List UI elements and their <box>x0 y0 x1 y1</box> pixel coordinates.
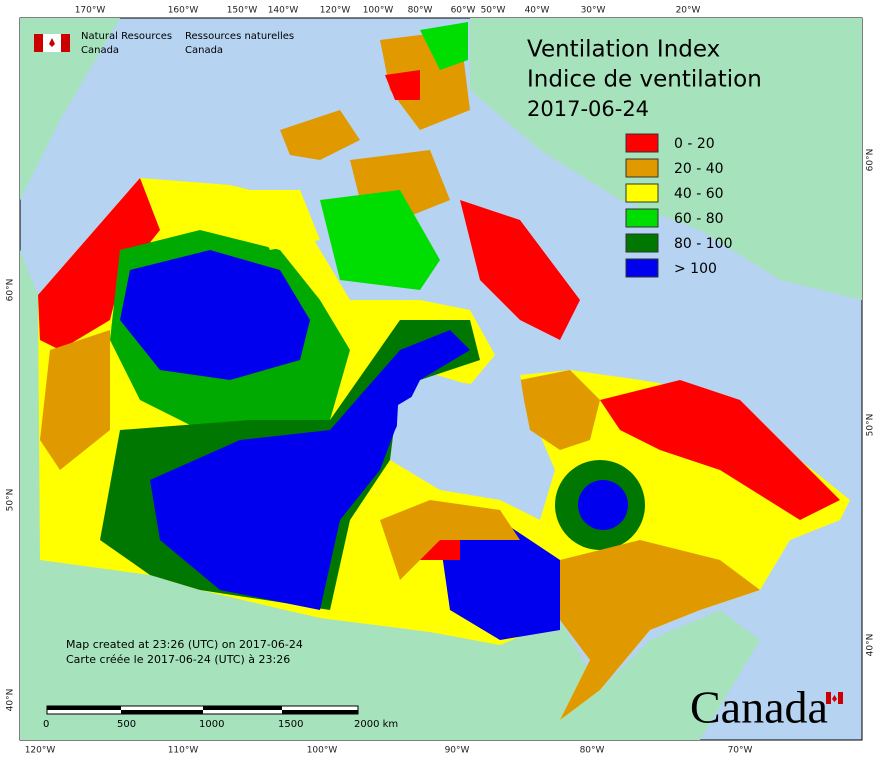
scale-segment <box>282 710 358 714</box>
title: Ventilation Index <box>527 37 720 63</box>
land <box>20 18 120 200</box>
region <box>150 330 470 610</box>
scale-label: 1500 <box>278 719 303 730</box>
legend-label: 60 - 80 <box>674 211 724 227</box>
land <box>20 250 760 740</box>
longitude-label: 80°W <box>408 6 433 16</box>
longitude-label: 100°W <box>363 6 394 16</box>
agency-name: Canada <box>185 45 223 56</box>
scale-label: 500 <box>117 719 136 730</box>
agency-name: Natural Resources <box>81 31 172 42</box>
latitude-label: 40°N <box>866 634 876 657</box>
longitude-label: 50°W <box>481 6 506 16</box>
canada-index <box>38 178 850 720</box>
legend-swatch <box>625 158 659 178</box>
flag-leaf <box>832 695 837 702</box>
arctic-islands <box>240 22 580 340</box>
legend-label: 40 - 60 <box>674 186 724 202</box>
legend-swatch <box>625 183 659 203</box>
land <box>470 18 862 300</box>
island <box>320 190 440 290</box>
region <box>520 370 600 450</box>
region <box>600 380 840 520</box>
wordmark: Canada <box>690 682 828 733</box>
region <box>380 500 520 580</box>
longitude-label: 150°W <box>227 6 258 16</box>
legend-label: 20 - 40 <box>674 161 724 177</box>
credit: Map created at 23:26 (UTC) on 2017-06-24 <box>66 638 303 651</box>
title-date: 2017-06-24 <box>527 97 649 121</box>
flag-bar <box>61 34 70 52</box>
title: Indice de ventilation <box>527 67 762 93</box>
longitude-label: 70°W <box>728 746 753 756</box>
longitude-label: 110°W <box>168 746 199 756</box>
scale-label: 0 <box>43 719 49 730</box>
base-land <box>20 18 862 740</box>
legend-label: 0 - 20 <box>674 136 715 152</box>
longitude-label: 120°W <box>320 6 351 16</box>
latitude-label: 50°N <box>866 414 876 437</box>
agency-name: Ressources naturelles <box>185 31 294 42</box>
latitude-label: 60°N <box>866 149 876 172</box>
region <box>440 520 560 640</box>
legend-swatch <box>625 133 659 153</box>
longitude-label: 40°W <box>525 6 550 16</box>
region <box>40 330 110 470</box>
longitude-label: 20°W <box>676 6 701 16</box>
latitude-label: 60°N <box>6 279 16 302</box>
legend-swatch <box>625 208 659 228</box>
longitude-label: 100°W <box>307 746 338 756</box>
longitude-label: 90°W <box>445 746 470 756</box>
island <box>385 70 420 100</box>
longitude-label: 80°W <box>580 746 605 756</box>
credit: Carte créée le 2017-06-24 (UTC) à 23:26 <box>66 653 290 666</box>
region <box>560 540 760 720</box>
nrcan-header: Natural Resources Canada Ressources natu… <box>34 31 294 56</box>
longitude-label: 120°W <box>25 746 56 756</box>
island <box>240 190 320 250</box>
legend-swatch <box>625 233 659 253</box>
longitude-label: 30°W <box>581 6 606 16</box>
latitude-label: 50°N <box>6 489 16 512</box>
island <box>460 200 580 340</box>
legend-label: 80 - 100 <box>674 236 733 252</box>
agency-name: Canada <box>81 45 119 56</box>
longitude-label: 140°W <box>268 6 299 16</box>
hudson-bay <box>395 375 545 500</box>
flag-bar <box>838 692 843 704</box>
region <box>38 178 160 350</box>
longitude-label: 170°W <box>75 6 106 16</box>
flag-leaf <box>49 38 55 47</box>
wordmark-flag <box>826 692 843 704</box>
island <box>280 110 360 160</box>
latitude-label: 40°N <box>6 689 16 712</box>
longitude-label: 160°W <box>168 6 199 16</box>
region <box>578 480 628 530</box>
scale-label: 2000 km <box>354 719 398 730</box>
scale-label: 1000 <box>199 719 224 730</box>
scale-segment <box>121 710 203 714</box>
island <box>420 22 468 70</box>
flag-bar <box>826 692 831 704</box>
legend-label: > 100 <box>674 261 717 277</box>
longitude-label: 60°W <box>451 6 476 16</box>
scale-segment <box>203 706 282 710</box>
scale-segment <box>47 706 121 710</box>
region <box>120 250 310 380</box>
legend-swatch <box>625 258 659 278</box>
flag-bar <box>34 34 43 52</box>
